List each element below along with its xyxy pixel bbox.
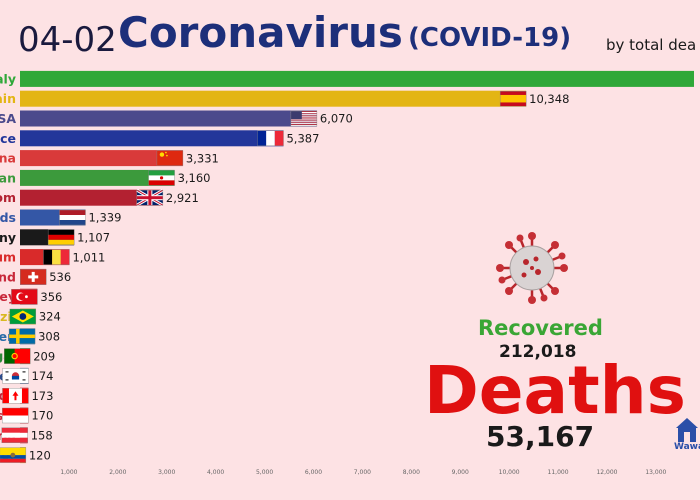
date-label: 04-02 xyxy=(18,20,117,60)
x-tick-label: 1,000 xyxy=(60,469,77,476)
x-tick-label: 4,000 xyxy=(207,469,224,476)
bar xyxy=(20,150,183,167)
recovered-value: 212,018 xyxy=(499,342,577,362)
bar-category-label: nds xyxy=(0,210,16,225)
flag-china-icon xyxy=(156,150,184,166)
flag-iran-icon xyxy=(148,170,175,186)
bar-value-label: 158 xyxy=(31,429,53,443)
flag-sweden-icon xyxy=(8,328,36,344)
x-tick-label: 13,000 xyxy=(645,469,666,476)
flag-turkey-icon xyxy=(11,289,38,305)
bar-value-label: 10,348 xyxy=(529,92,569,106)
x-tick-label: 6,000 xyxy=(305,469,322,476)
x-tick-label: 2,000 xyxy=(109,469,126,476)
bar xyxy=(20,130,284,147)
bar-category-label: SA xyxy=(0,111,16,126)
bar-value-label: 209 xyxy=(33,349,55,363)
bar-value-label: 356 xyxy=(40,290,62,304)
flag-belgium-icon xyxy=(43,249,70,265)
bar-category-label: nce xyxy=(0,131,16,146)
flag-indonesia-icon xyxy=(2,407,29,424)
bar-value-label: 536 xyxy=(49,270,71,284)
flag-germany-icon xyxy=(47,229,75,246)
x-tick-label: 10,000 xyxy=(499,469,520,476)
bar-value-label: 3,160 xyxy=(178,171,211,185)
bar-value-label: 1,339 xyxy=(88,211,121,225)
bar-category-label: ina xyxy=(0,151,16,166)
flag-switzerland-icon xyxy=(20,269,47,285)
bar-value-label: 2,921 xyxy=(166,191,199,205)
title-covid-label: (COVID-19) xyxy=(408,23,572,53)
chart-subtitle: by total dea xyxy=(606,36,697,54)
bar-category-label: om xyxy=(0,190,16,205)
logo-text: Wawa xyxy=(674,442,700,452)
bar xyxy=(20,70,694,87)
x-tick-label: 12,000 xyxy=(596,469,617,476)
bar-category-label: aly xyxy=(0,71,16,86)
bar-value-label: 173 xyxy=(31,389,53,403)
flag-uk-icon xyxy=(136,188,164,207)
recovered-label: Recovered xyxy=(478,316,603,340)
flag-canada-icon xyxy=(2,388,29,404)
x-tick-label: 9,000 xyxy=(452,469,469,476)
flag-france-icon xyxy=(257,130,284,147)
flag-brazil-icon xyxy=(9,308,37,325)
bar-category-label: and xyxy=(0,269,16,284)
bar-value-label: 3,331 xyxy=(186,151,219,165)
flag-portugal-icon xyxy=(4,348,31,364)
flag-ecuador-icon xyxy=(0,447,27,463)
page-title: Coronavirus xyxy=(118,8,403,57)
bar-value-label: 5,387 xyxy=(286,132,319,146)
logo-icon xyxy=(676,418,698,442)
bar-value-label: 1,107 xyxy=(77,231,110,245)
bar-value-label: 324 xyxy=(39,310,61,324)
bar-value-label: 1,011 xyxy=(72,250,105,264)
flag-austria-icon xyxy=(1,427,28,443)
bar-value-label: 120 xyxy=(29,448,51,462)
deaths-label: Deaths xyxy=(424,352,686,429)
x-tick-label: 7,000 xyxy=(354,469,371,476)
virus-icon xyxy=(496,232,568,304)
bar-category-label: ain xyxy=(0,91,16,106)
x-tick-label: 11,000 xyxy=(548,469,569,476)
flag-netherlands-icon xyxy=(59,209,86,226)
bar-value-label: 170 xyxy=(31,409,53,423)
bar xyxy=(20,169,175,186)
deaths-value: 53,167 xyxy=(486,420,595,453)
bar-value-label: 6,070 xyxy=(320,112,353,126)
x-tick-label: 5,000 xyxy=(256,469,273,476)
bar-category-label: um xyxy=(0,250,16,265)
bar-category-label: any xyxy=(0,230,16,245)
x-tick-label: 8,000 xyxy=(403,469,420,476)
bar xyxy=(20,189,163,206)
x-tick-label: 3,000 xyxy=(158,469,175,476)
flag-usa-icon xyxy=(290,110,318,127)
bar-value-label: 308 xyxy=(38,330,60,344)
bar-category-label: ran xyxy=(0,170,16,185)
flag-korea-icon xyxy=(2,368,29,384)
bar-value-label: 174 xyxy=(32,369,54,383)
flag-spain-icon xyxy=(499,90,527,107)
bar xyxy=(20,110,317,127)
bar xyxy=(20,90,527,107)
